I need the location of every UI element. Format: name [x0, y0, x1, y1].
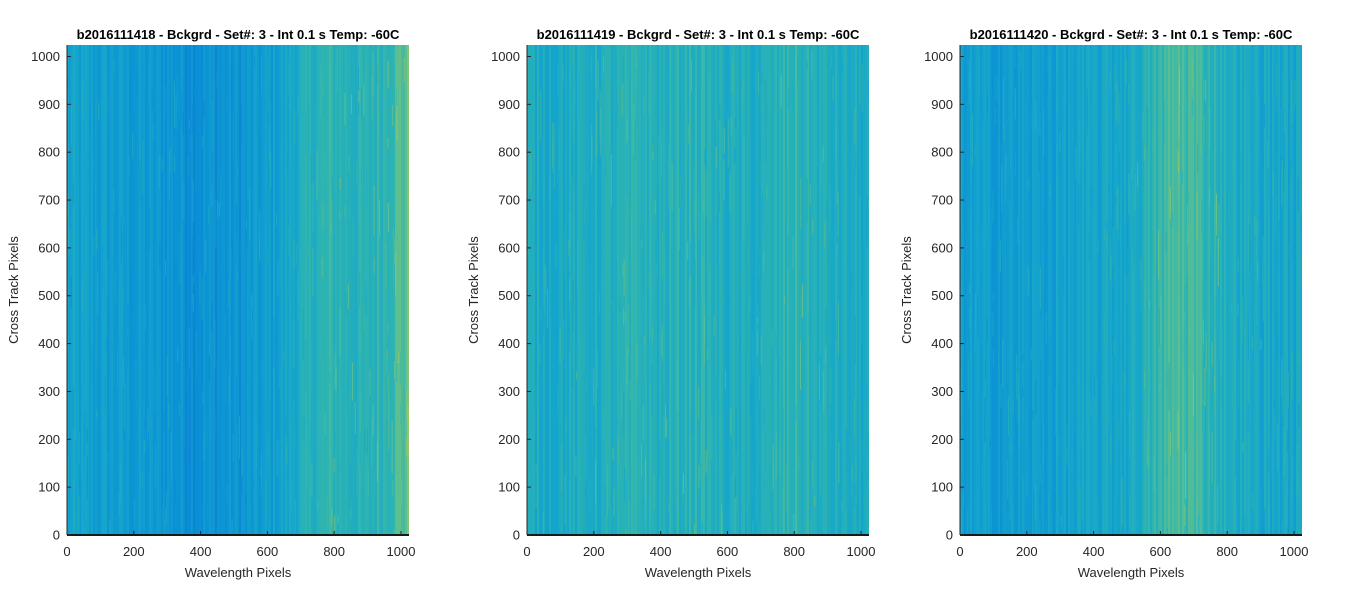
y-tick-label: 900: [498, 97, 520, 112]
y-tick-label: 700: [931, 193, 953, 208]
y-tick-label: 0: [946, 528, 953, 543]
y-tick-label: 1000: [491, 49, 520, 64]
panel-title: b2016111419 - Bckgrd - Set#: 3 - Int 0.1…: [537, 27, 860, 42]
heatmap-panel-3: 0 200 400 600 800 1000 0 100 200 300 400 500 600 700 8…: [899, 27, 1309, 580]
x-tick-label: 600: [1150, 544, 1172, 559]
x-tick-label: 0: [956, 544, 963, 559]
y-tick-label: 400: [498, 336, 520, 351]
y-tick-label: 500: [38, 288, 60, 303]
x-axis-label: Wavelength Pixels: [1078, 565, 1185, 580]
x-tick-label: 600: [717, 544, 739, 559]
x-tick-label: 200: [583, 544, 605, 559]
y-tick-label: 700: [38, 193, 60, 208]
x-tick-label: 1000: [847, 544, 876, 559]
y-tick-label: 600: [498, 240, 520, 255]
x-tick-label: 0: [63, 544, 70, 559]
y-tick-label: 800: [38, 145, 60, 160]
heatmap-panel-1: 0 200 400 600 800 1000 0 100 200 300 400 500 600 700 8…: [6, 27, 416, 580]
y-tick-label: 200: [498, 432, 520, 447]
y-tick-label: 600: [38, 240, 60, 255]
y-tick-label: 900: [931, 97, 953, 112]
y-tick-label: 100: [931, 480, 953, 495]
y-tick-label: 300: [931, 384, 953, 399]
y-tick-label: 700: [498, 193, 520, 208]
y-tick-label: 300: [498, 384, 520, 399]
x-tick-label: 0: [523, 544, 530, 559]
y-tick-label: 600: [931, 240, 953, 255]
y-axis-label: Cross Track Pixels: [899, 236, 914, 344]
y-tick-label: 300: [38, 384, 60, 399]
y-tick-label: 500: [931, 288, 953, 303]
y-tick-label: 200: [931, 432, 953, 447]
x-tick-label: 200: [1016, 544, 1038, 559]
y-tick-label: 200: [38, 432, 60, 447]
x-tick-label: 1000: [1280, 544, 1309, 559]
x-tick-label: 400: [190, 544, 212, 559]
x-tick-label: 800: [323, 544, 345, 559]
x-tick-label: 600: [257, 544, 279, 559]
y-tick-label: 100: [38, 480, 60, 495]
y-tick-label: 800: [931, 145, 953, 160]
x-axis-label: Wavelength Pixels: [185, 565, 292, 580]
y-tick-label: 800: [498, 145, 520, 160]
y-axis-label: Cross Track Pixels: [466, 236, 481, 344]
heatmap-image: [527, 45, 869, 535]
y-tick-label: 900: [38, 97, 60, 112]
x-tick-label: 800: [1216, 544, 1238, 559]
x-tick-label: 800: [783, 544, 805, 559]
y-tick-label: 0: [53, 528, 60, 543]
x-tick-label: 400: [650, 544, 672, 559]
panel-title: b2016111420 - Bckgrd - Set#: 3 - Int 0.1…: [970, 27, 1293, 42]
y-tick-label: 100: [498, 480, 520, 495]
y-tick-label: 400: [38, 336, 60, 351]
x-tick-label: 200: [123, 544, 145, 559]
y-tick-label: 0: [513, 528, 520, 543]
y-axis-label: Cross Track Pixels: [6, 236, 21, 344]
y-tick-label: 500: [498, 288, 520, 303]
heatmap-image: [960, 45, 1302, 535]
y-tick-label: 1000: [924, 49, 953, 64]
y-tick-label: 400: [931, 336, 953, 351]
heatmap-panel-2: 0 200 400 600 800 1000 0 100 200 300 400 500 600 700 8…: [466, 27, 876, 580]
heatmap-image: [67, 45, 409, 535]
panel-title: b2016111418 - Bckgrd - Set#: 3 - Int 0.1…: [77, 27, 400, 42]
y-tick-label: 1000: [31, 49, 60, 64]
x-axis-label: Wavelength Pixels: [645, 565, 752, 580]
x-tick-label: 1000: [387, 544, 416, 559]
heatmap-panels: 0 200 400 600 800 100001002003004005006007008…: [6, 27, 1309, 580]
x-tick-label: 400: [1083, 544, 1105, 559]
